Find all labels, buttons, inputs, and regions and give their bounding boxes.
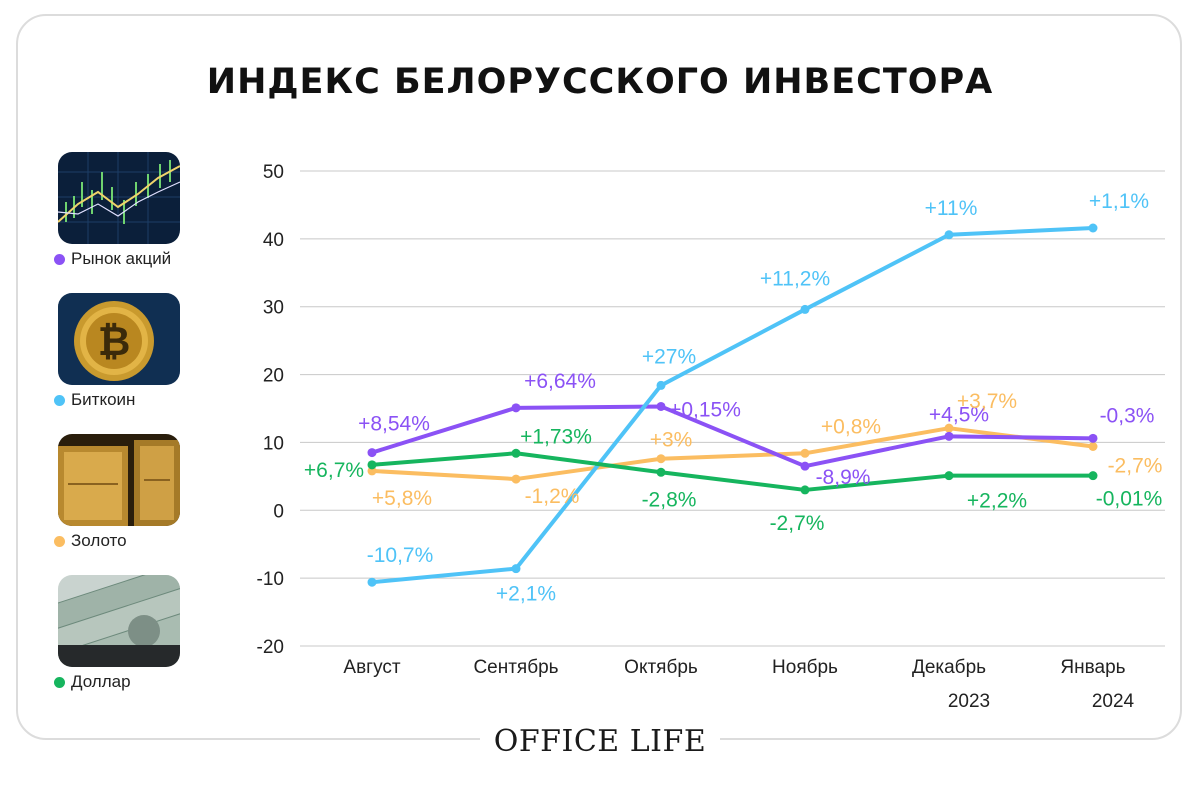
data-label: +0,15% (669, 398, 741, 421)
data-point (511, 448, 521, 458)
data-point (944, 230, 954, 240)
x-tick-sublabel: 2024 (1092, 691, 1135, 712)
data-label: +8,54% (358, 413, 430, 436)
y-tick-label: -10 (257, 569, 284, 590)
legend-label-stocks: Рынок акций (54, 249, 171, 269)
data-point (800, 304, 810, 314)
data-point (367, 577, 377, 587)
data-point (656, 380, 666, 390)
dollar-bills-image (58, 575, 180, 667)
legend-label-gold: Золото (54, 531, 127, 551)
stock-chart-image (58, 152, 180, 244)
data-point (656, 467, 666, 477)
y-tick-label: 40 (263, 230, 284, 251)
x-tick-label: Декабрь (912, 657, 986, 678)
data-label: +2,1% (496, 583, 556, 606)
data-point (1088, 442, 1098, 451)
chart-title: ИНДЕКС БЕЛОРУССКОГО ИНВЕСТОРА (206, 62, 994, 102)
data-label: +3% (650, 429, 693, 452)
legend-label-dollar: Доллар (54, 672, 131, 692)
data-label: +11% (925, 197, 978, 220)
data-label: -0,3% (1100, 404, 1155, 427)
data-label: +1,73% (520, 425, 592, 448)
legend-text-bitcoin: Биткоин (71, 390, 136, 409)
brand-logo-text: OFFICE LIFE (479, 724, 721, 759)
data-point (656, 401, 666, 411)
chart-card (16, 14, 1182, 740)
data-label: -10,7% (367, 544, 434, 567)
data-point (367, 460, 377, 470)
data-point (944, 423, 954, 433)
bitcoin-coin-image: ₿ (58, 293, 180, 385)
data-label: -2,8% (642, 488, 697, 511)
legend-text-stocks: Рынок акций (71, 249, 172, 268)
data-point (800, 461, 810, 471)
data-label: +5,8% (372, 487, 432, 510)
gold-bars-image (58, 434, 180, 526)
dollar-color-dot (54, 676, 65, 688)
data-point (800, 448, 810, 458)
data-label: -0,01% (1096, 488, 1163, 511)
y-tick-label: 50 (263, 162, 284, 183)
series-line (370, 451, 1095, 492)
x-tick-label: Ноябрь (772, 657, 838, 678)
y-tick-label: 30 (263, 298, 284, 319)
stocks-color-dot (54, 253, 65, 265)
data-label: +11,2% (760, 267, 830, 290)
data-label: -8,9% (816, 466, 871, 489)
x-tick-label: Август (343, 657, 400, 678)
legend-label-bitcoin: Биткоин (54, 390, 135, 410)
svg-text:₿: ₿ (98, 319, 131, 365)
legend-text-dollar: Доллар (71, 672, 131, 691)
data-label: +4,5% (929, 403, 989, 426)
data-point (511, 403, 521, 413)
legend-text-gold: Золото (71, 531, 127, 550)
data-label: -2,7% (1108, 455, 1163, 478)
y-tick-label: -20 (257, 637, 284, 658)
data-label: +6,7% (304, 459, 364, 482)
gold-color-dot (54, 535, 65, 547)
bitcoin-color-dot (54, 394, 65, 406)
data-label: +6,64% (524, 370, 596, 393)
data-point (656, 454, 666, 464)
data-label: +2,2% (967, 490, 1027, 513)
data-point (944, 471, 954, 481)
x-tick-label: Январь (1060, 657, 1125, 678)
data-point (1088, 471, 1098, 481)
series-line (370, 226, 1095, 585)
series-line (370, 404, 1095, 469)
y-tick-label: 10 (263, 433, 284, 454)
data-point (367, 448, 377, 458)
data-point (800, 485, 810, 495)
data-point (511, 474, 521, 484)
data-label: +1,1% (1089, 190, 1149, 213)
data-point (944, 431, 954, 441)
data-label: +27% (642, 345, 696, 368)
y-tick-label: 20 (263, 366, 284, 387)
data-label: -2,7% (770, 512, 825, 535)
data-label: -1,2% (525, 485, 580, 508)
series-line (370, 426, 1095, 482)
data-label: +3,7% (957, 390, 1017, 413)
data-point (1088, 223, 1098, 233)
data-label: +0,8% (821, 415, 881, 438)
x-tick-sublabel: 2023 (948, 691, 990, 712)
x-tick-label: Октябрь (624, 657, 698, 678)
y-tick-label: 0 (273, 501, 284, 522)
x-tick-label: Сентябрь (473, 657, 558, 678)
data-point (511, 564, 521, 574)
data-point (1088, 433, 1098, 443)
footer-brand: OFFICE LIFE (0, 724, 1200, 759)
